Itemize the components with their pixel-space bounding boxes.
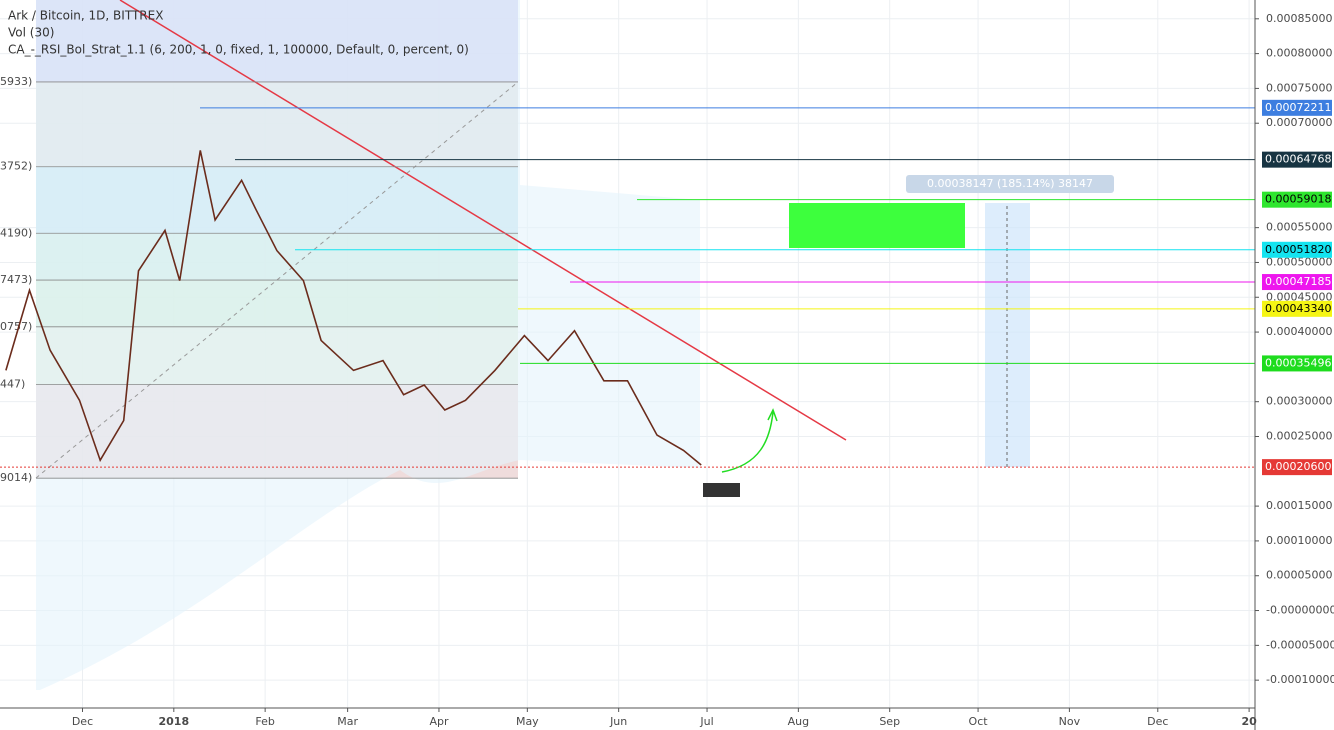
measure-label: 0.00038147 (185.14%) 38147 bbox=[927, 177, 1093, 190]
x-tick-label: Nov bbox=[1059, 715, 1081, 728]
y-tick-label: 0.00085000 bbox=[1266, 12, 1332, 25]
price-tag-label: 0.00035496 bbox=[1265, 356, 1331, 369]
price-tag bbox=[1262, 300, 1332, 317]
price-tag-label: 0.00020600 bbox=[1265, 460, 1331, 473]
x-tick-label: Jul bbox=[699, 715, 713, 728]
x-tick-label: Dec bbox=[72, 715, 93, 728]
x-tick-label: Aug bbox=[788, 715, 809, 728]
bollinger-band bbox=[36, 0, 700, 690]
x-tick-label: 20 bbox=[1241, 715, 1257, 728]
y-tick-label: 0.00010000 bbox=[1266, 534, 1332, 547]
fib-label: 9014) bbox=[0, 471, 32, 484]
fib-label: 0757) bbox=[0, 320, 32, 333]
x-tick-label: May bbox=[516, 715, 539, 728]
price-tag-label: 0.00064768 bbox=[1265, 153, 1331, 166]
price-tag-label: 0.00047185 bbox=[1265, 275, 1331, 288]
price-tag bbox=[1262, 191, 1332, 208]
price-tag-label: 0.00043340 bbox=[1265, 302, 1331, 315]
price-tag-label: 0.00051820 bbox=[1265, 243, 1331, 256]
indicator-label: CA_-_RSI_Bol_Strat_1.1 (6, 200, 1, 0, fi… bbox=[8, 43, 469, 57]
target-zone bbox=[789, 203, 965, 248]
price-tag bbox=[1262, 274, 1332, 291]
y-tick-label: 0.00005000 bbox=[1266, 569, 1332, 582]
price-tag bbox=[1262, 355, 1332, 372]
price-tag bbox=[1262, 241, 1332, 258]
y-tick-label: 0.00025000 bbox=[1266, 429, 1332, 442]
projection-arrowhead bbox=[767, 408, 778, 422]
chart-title: Ark / Bitcoin, 1D, BITTREX bbox=[8, 9, 163, 23]
x-tick-label: Jun bbox=[609, 715, 627, 728]
fib-label: 447) bbox=[0, 378, 25, 391]
trend-line bbox=[119, 0, 847, 441]
y-tick-label: 0.00030000 bbox=[1266, 395, 1332, 408]
x-tick-label: Sep bbox=[879, 715, 900, 728]
fib-label: 7473) bbox=[0, 273, 32, 286]
y-tick-label: -0.00005000 bbox=[1266, 638, 1334, 651]
price-line bbox=[5, 150, 702, 466]
projection-arrow bbox=[721, 411, 774, 473]
y-tick-label: 0.00040000 bbox=[1266, 325, 1332, 338]
fib-label: 3752) bbox=[0, 160, 32, 173]
price-tag bbox=[1262, 151, 1332, 168]
x-tick-label: Oct bbox=[969, 715, 989, 728]
y-tick-label: 0.00075000 bbox=[1266, 81, 1332, 94]
x-tick-label: Feb bbox=[255, 715, 274, 728]
x-tick-label: Dec bbox=[1147, 715, 1168, 728]
x-tick-label: Mar bbox=[337, 715, 358, 728]
fib-label: 4190) bbox=[0, 226, 32, 239]
measure-label-box bbox=[906, 175, 1114, 193]
x-tick-label: 2018 bbox=[159, 715, 190, 728]
price-tag-label: 0.00059018 bbox=[1265, 193, 1331, 206]
drawings: 0.00038147 (185.14%) 38147 bbox=[35, 0, 1114, 690]
indicator-label: Vol (30) bbox=[8, 26, 54, 40]
y-tick-label: 0.00050000 bbox=[1266, 255, 1332, 268]
x-tick-label: Apr bbox=[429, 715, 449, 728]
y-tick-label: -0.00000000 bbox=[1266, 604, 1334, 617]
price-tag bbox=[1262, 459, 1332, 476]
fib-label: 5933) bbox=[0, 75, 32, 88]
price-tag bbox=[1262, 99, 1332, 116]
y-tick-label: 0.00015000 bbox=[1266, 499, 1332, 512]
foreground-layer: 5933) 3752) 4190) 7473) 0757) 447) 9014) bbox=[0, 75, 1255, 484]
marker-box bbox=[703, 483, 740, 497]
price-tag-label: 0.00072211 bbox=[1265, 101, 1331, 114]
y-tick-label: 0.00055000 bbox=[1266, 221, 1332, 234]
y-tick-label: 0.00080000 bbox=[1266, 47, 1332, 60]
y-tick-label: 0.00045000 bbox=[1266, 290, 1332, 303]
y-tick-label: -0.00010000 bbox=[1266, 673, 1334, 686]
y-tick-label: 0.00070000 bbox=[1266, 116, 1332, 129]
